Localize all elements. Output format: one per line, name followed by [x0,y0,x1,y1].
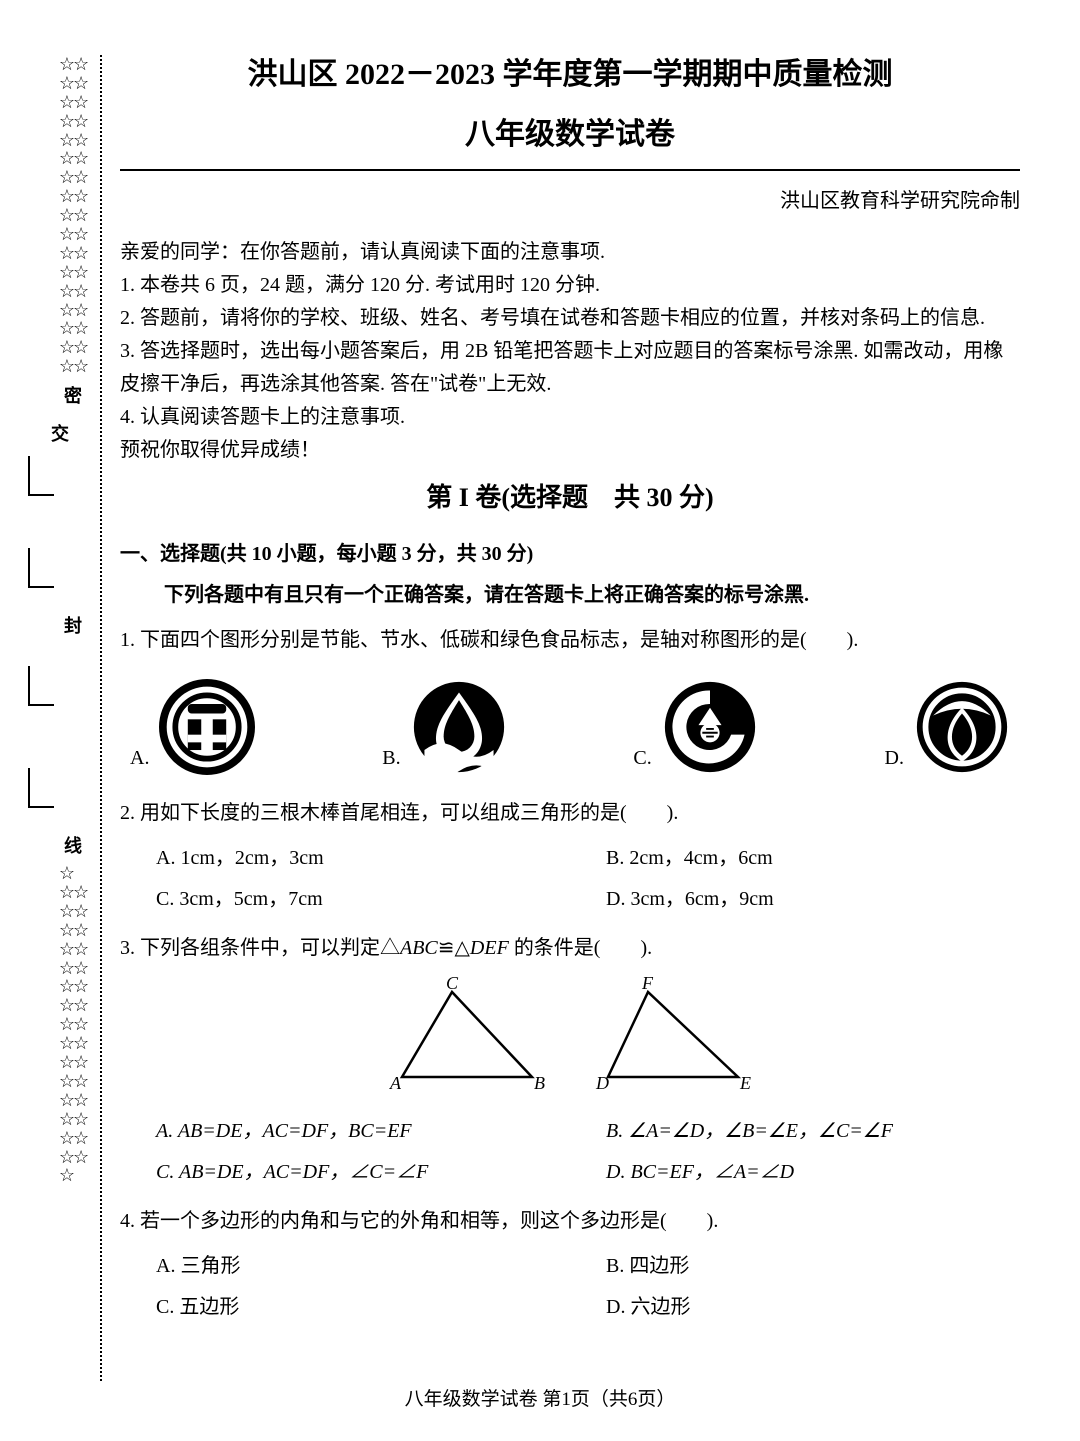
q3-c: C. AB=DE，AC=DF，∠C=∠F [120,1152,570,1193]
q4-options: A. 三角形 B. 四边形 C. 五边形 D. 六边形 [120,1246,1020,1328]
fold-dotted-line [100,55,102,1381]
q4-text: 4. 若一个多边形的内角和与它的外角和相等，则这个多边形是( ). [120,1205,1020,1238]
bracket-2 [28,548,54,588]
note-1: 1. 本卷共 6 页，24 题，满分 120 分. 考试用时 120 分钟. [120,269,1020,302]
q2-a: A. 1cm，2cm，3cm [120,838,570,879]
q3-text: 3. 下列各组条件中，可以判定△ABC≌△DEF 的条件是( ). [120,932,1020,965]
note-greeting: 亲爱的同学：在你答题前，请认真阅读下面的注意事项. [120,236,1020,269]
q3-t1: 3. 下列各组条件中，可以判定△ [120,937,400,959]
q1-options: A. B. C. [120,665,1020,785]
margin-char-feng: 封 [64,612,82,638]
q3-a: A. AB=DE，AC=DF，BC=EF [120,1111,570,1152]
author-line: 洪山区教育科学研究院命制 [120,185,1020,218]
mcq-header: 一、选择题(共 10 小题，每小题 3 分，共 30 分) [120,538,1020,571]
exam-title: 洪山区 2022－2023 学年度第一学期期中质量检测 [120,50,1020,100]
q3-b: B. ∠A=∠D，∠B=∠E，∠C=∠F [570,1111,1020,1152]
q2-b: B. 2cm，4cm，6cm [570,838,1020,879]
q3-t3: ≌△ [438,937,470,959]
mcq-instruction: 下列各题中有且只有一个正确答案，请在答题卡上将正确答案的标号涂黑. [120,579,1020,612]
margin-char-jiao: 交 [51,420,69,446]
star-run-2: ☆☆☆☆☆☆☆☆☆☆☆☆☆☆☆☆☆☆☆☆☆☆☆☆☆☆☆☆☆☆☆☆ [59,864,87,1185]
q4-b: B. 四边形 [570,1246,1020,1287]
q1-a-label: A. [130,742,149,775]
margin-char-xian: 线 [64,832,82,858]
note-3: 3. 答选择题时，选出每小题答案后，用 2B 铅笔把答题卡上对应题目的答案标号涂… [120,335,1020,401]
note-2: 2. 答题前，请将你的学校、班级、姓名、考号填在试卷和答题卡相应的位置，并核对条… [120,302,1020,335]
bracket-3 [28,666,54,706]
bracket-1 [28,456,54,496]
content-area: 洪山区 2022－2023 学年度第一学期期中质量检测 八年级数学试卷 洪山区教… [120,50,1020,1338]
bracket-4 [28,768,54,808]
exam-subtitle: 八年级数学试卷 [120,110,1020,160]
label-D: D [595,1073,609,1093]
q3-t5: 的条件是( ). [509,937,652,959]
label-B: B [534,1073,545,1093]
q3-figure: A B C D E F [120,977,1020,1097]
label-F: F [641,977,654,993]
q2-options: A. 1cm，2cm，3cm B. 2cm，4cm，6cm C. 3cm，5cm… [120,838,1020,920]
q2-d: D. 3cm，6cm，9cm [570,879,1020,920]
q4-d: D. 六边形 [570,1287,1020,1328]
q1-option-a: A. [130,679,255,775]
q3-t2: ABC [400,937,438,959]
label-A: A [389,1073,402,1093]
q3-d: D. BC=EF，∠A=∠D [570,1152,1020,1193]
q1-option-b: B. [382,679,506,775]
low-carbon-icon [662,679,758,775]
triangle-def-icon: D E F [588,977,758,1097]
q1-option-c: C. [633,679,757,775]
water-saving-icon [411,679,507,775]
q2-text: 2. 用如下长度的三根木棒首尾相连，可以组成三角形的是( ). [120,797,1020,830]
green-food-icon [914,679,1010,775]
q1-option-d: D. [885,679,1010,775]
q3-options: A. AB=DE，AC=DF，BC=EF B. ∠A=∠D，∠B=∠E，∠C=∠… [120,1111,1020,1193]
note-wish: 预祝你取得优异成绩！ [120,434,1020,467]
q1-text: 1. 下面四个图形分别是节能、节水、低碳和绿色食品标志，是轴对称图形的是( ). [120,624,1020,657]
q4-c: C. 五边形 [120,1287,570,1328]
q1-d-label: D. [885,742,904,775]
energy-saving-icon [159,679,255,775]
star-run-1: ☆☆☆☆☆☆☆☆☆☆☆☆☆☆☆☆☆☆☆☆☆☆☆☆☆☆☆☆☆☆☆☆☆☆ [59,55,87,376]
binding-margin: ☆☆☆☆☆☆☆☆☆☆☆☆☆☆☆☆☆☆☆☆☆☆☆☆☆☆☆☆☆☆☆☆☆☆ 密 交 封… [48,55,98,1381]
note-4: 4. 认真阅读答题卡上的注意事项. [120,401,1020,434]
label-C: C [446,977,459,993]
label-E: E [739,1073,751,1093]
margin-char-mi: 密 [64,382,82,408]
q2-c: C. 3cm，5cm，7cm [120,879,570,920]
page-footer: 八年级数学试卷 第1页（共6页） [0,1384,1080,1411]
instructions: 亲爱的同学：在你答题前，请认真阅读下面的注意事项. 1. 本卷共 6 页，24 … [120,236,1020,467]
q4-a: A. 三角形 [120,1246,570,1287]
section-1-title: 第 I 卷(选择题 共 30 分) [120,477,1020,520]
q1-b-label: B. [382,742,400,775]
triangle-abc-icon: A B C [382,977,552,1097]
title-underline [120,169,1020,171]
q1-c-label: C. [633,742,651,775]
exam-page: ☆☆☆☆☆☆☆☆☆☆☆☆☆☆☆☆☆☆☆☆☆☆☆☆☆☆☆☆☆☆☆☆☆☆ 密 交 封… [0,0,1080,1441]
q3-t4: DEF [470,937,509,959]
